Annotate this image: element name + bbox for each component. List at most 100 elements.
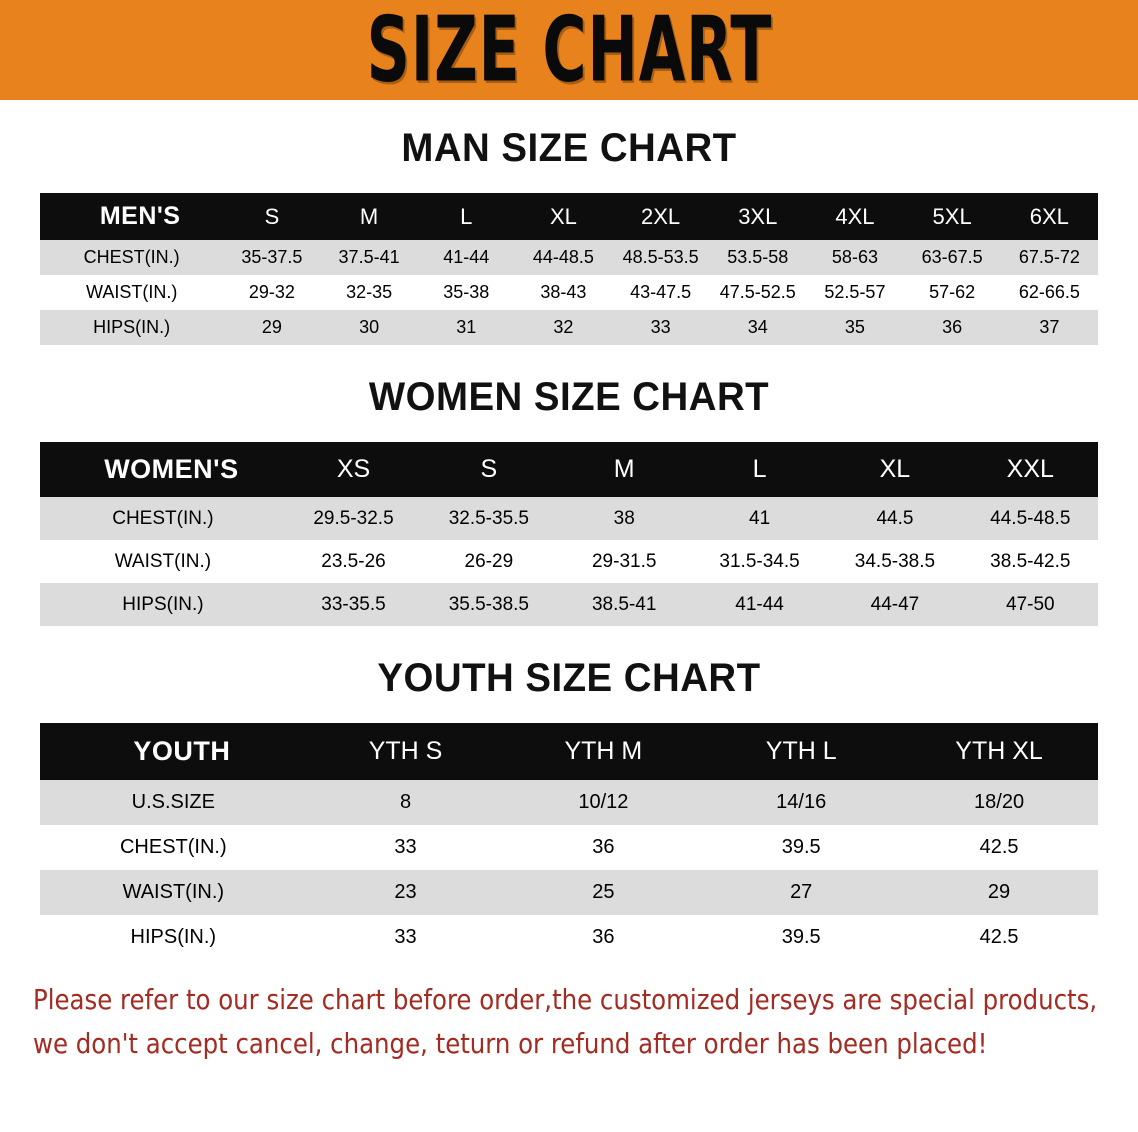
- order-policy-note-line-2: we don't accept cancel, change, teturn o…: [32, 1027, 988, 1060]
- youth-row-label: U.S.SIZE: [131, 791, 215, 813]
- measurement-cell: 30: [359, 317, 380, 337]
- table-row: U.S.SIZE 8 10/12 14/16 18/20: [40, 780, 1098, 825]
- man-table-corner-label: MEN'S: [99, 202, 181, 230]
- measurement-cell: 26-29: [464, 550, 514, 572]
- women-size-header-xs: XS: [336, 455, 371, 483]
- measurement-cell: 36: [592, 836, 615, 858]
- man-size-header-s: S: [264, 203, 280, 229]
- measurement-cell: 63-67.5: [921, 247, 983, 267]
- measurement-cell: 42.5: [979, 926, 1019, 948]
- measurement-cell: 33-35.5: [321, 593, 386, 615]
- measurement-cell: 52.5-57: [824, 282, 886, 302]
- table-row: WAIST(IN.) 29-32 32-35 35-38 38-43 43-47.5 47.…: [40, 275, 1098, 310]
- man-size-header-5xl: 5XL: [932, 203, 972, 229]
- measurement-cell: 38-43: [540, 282, 587, 302]
- women-size-header-m: M: [613, 455, 635, 483]
- table-row: HIPS(IN.) 33 36 39.5 42.5: [40, 915, 1098, 960]
- measurement-cell: 35.5-38.5: [448, 593, 529, 615]
- measurement-cell: 41-44: [443, 247, 490, 267]
- measurement-cell: 35-37.5: [241, 247, 303, 267]
- youth-row-label: WAIST(IN.): [122, 881, 225, 903]
- man-size-header-6xl: 6XL: [1029, 203, 1069, 229]
- youth-table-corner-label: YOUTH: [133, 736, 231, 766]
- measurement-cell: 23: [394, 881, 417, 903]
- table-row: HIPS(IN.) 33-35.5 35.5-38.5 38.5-41 41-44 44-…: [40, 583, 1098, 626]
- measurement-cell: 23.5-26: [321, 550, 386, 572]
- women-size-table: WOMEN'S XS S M L XL XXL CHEST(IN.) 29.5-32.5 32.5…: [40, 442, 1098, 626]
- measurement-cell: 53.5-58: [727, 247, 789, 267]
- youth-size-header-yth-xl: YTH XL: [955, 737, 1043, 765]
- table-row: CHEST(IN.) 35-37.5 37.5-41 41-44 44-48.5 48.5…: [40, 240, 1098, 275]
- man-row-label: WAIST(IN.): [86, 282, 178, 302]
- measurement-cell: 31: [456, 317, 477, 337]
- measurement-cell: 42.5: [979, 836, 1019, 858]
- measurement-cell: 47-50: [1006, 593, 1055, 615]
- man-size-table: MEN'S S M L XL 2XL 3XL 4XL 5XL 6XL CHEST(IN.) 35-37…: [40, 193, 1098, 345]
- youth-size-table-body: YOUTH YTH S YTH M YTH L YTH XL U.S.SIZE 8 10/12…: [40, 723, 1098, 960]
- man-row-label: HIPS(IN.): [93, 317, 171, 337]
- measurement-cell: 48.5-53.5: [622, 247, 699, 267]
- measurement-cell: 37: [1039, 317, 1060, 337]
- women-table-corner-label: WOMEN'S: [104, 454, 239, 484]
- women-row-label: WAIST(IN.): [114, 550, 212, 572]
- measurement-cell: 38: [613, 507, 635, 529]
- measurement-cell: 14/16: [776, 791, 827, 813]
- measurement-cell: 27: [790, 881, 813, 903]
- measurement-cell: 37.5-41: [338, 247, 400, 267]
- measurement-cell: 44.5-48.5: [990, 507, 1071, 529]
- man-size-header-l: L: [460, 203, 473, 229]
- measurement-cell: 33: [394, 836, 417, 858]
- man-row-label: CHEST(IN.): [83, 247, 180, 267]
- women-size-header-xl: XL: [879, 455, 911, 483]
- measurement-cell: 39.5: [781, 836, 821, 858]
- women-size-header-xxl: XXL: [1006, 455, 1054, 483]
- measurement-cell: 29-32: [248, 282, 295, 302]
- man-table-header-row: MEN'S S M L XL 2XL 3XL 4XL 5XL 6XL: [40, 193, 1098, 240]
- measurement-cell: 36: [942, 317, 963, 337]
- measurement-cell: 43-47.5: [630, 282, 692, 302]
- man-size-header-m: M: [359, 203, 379, 229]
- measurement-cell: 8: [399, 791, 412, 813]
- measurement-cell: 29.5-32.5: [313, 507, 394, 529]
- man-size-table-wrap: MEN'S S M L XL 2XL 3XL 4XL 5XL 6XL CHEST(IN.) 35-37…: [0, 193, 1138, 345]
- youth-table-header-row: YOUTH YTH S YTH M YTH L YTH XL: [40, 723, 1098, 780]
- table-row: WAIST(IN.) 23 25 27 29: [40, 870, 1098, 915]
- measurement-cell: 41: [749, 507, 771, 529]
- measurement-cell: 47.5-52.5: [719, 282, 796, 302]
- measurement-cell: 29: [261, 317, 282, 337]
- measurement-cell: 41-44: [735, 593, 784, 615]
- measurement-cell: 33: [394, 926, 417, 948]
- youth-size-header-yth-m: YTH M: [564, 737, 643, 765]
- measurement-cell: 67.5-72: [1018, 247, 1080, 267]
- man-size-header-3xl: 3XL: [738, 203, 778, 229]
- table-row: CHEST(IN.) 33 36 39.5 42.5: [40, 825, 1098, 870]
- measurement-cell: 35-38: [443, 282, 490, 302]
- measurement-cell: 18/20: [974, 791, 1025, 813]
- man-size-header-2xl: 2XL: [641, 203, 681, 229]
- women-row-label: CHEST(IN.): [112, 507, 214, 529]
- table-row: CHEST(IN.) 29.5-32.5 32.5-35.5 38 41 44.5 44.5…: [40, 497, 1098, 540]
- measurement-cell: 32.5-35.5: [448, 507, 529, 529]
- youth-size-table-wrap: YOUTH YTH S YTH M YTH L YTH XL U.S.SIZE 8 10/12…: [0, 723, 1138, 960]
- man-size-header-xl: XL: [549, 203, 577, 229]
- order-policy-note-line-1: Please refer to our size chart before or…: [32, 983, 1098, 1016]
- measurement-cell: 38.5-42.5: [990, 550, 1071, 572]
- man-size-header-4xl: 4XL: [835, 203, 875, 229]
- women-size-header-s: S: [480, 455, 498, 483]
- youth-section-title: YOUTH SIZE CHART: [377, 656, 761, 700]
- table-row: WAIST(IN.) 23.5-26 26-29 29-31.5 31.5-34.5 34…: [40, 540, 1098, 583]
- order-policy-note: Please refer to our size chart before or…: [0, 978, 1104, 1066]
- measurement-cell: 29: [987, 881, 1011, 903]
- measurement-cell: 25: [592, 881, 615, 903]
- measurement-cell: 62-66.5: [1018, 282, 1080, 302]
- measurement-cell: 29-31.5: [591, 550, 657, 572]
- man-size-table-body: MEN'S S M L XL 2XL 3XL 4XL 5XL 6XL CHEST(IN.) 35-37…: [40, 193, 1098, 345]
- size-chart-banner: SIZE CHART: [0, 0, 1138, 100]
- measurement-cell: 58-63: [831, 247, 878, 267]
- measurement-cell: 31.5-34.5: [719, 550, 800, 572]
- measurement-cell: 33: [650, 317, 671, 337]
- women-row-label: HIPS(IN.): [122, 593, 204, 615]
- women-size-header-l: L: [752, 455, 767, 483]
- youth-size-header-yth-s: YTH S: [368, 737, 443, 765]
- women-size-table-wrap: WOMEN'S XS S M L XL XXL CHEST(IN.) 29.5-32.5 32.5…: [0, 442, 1138, 626]
